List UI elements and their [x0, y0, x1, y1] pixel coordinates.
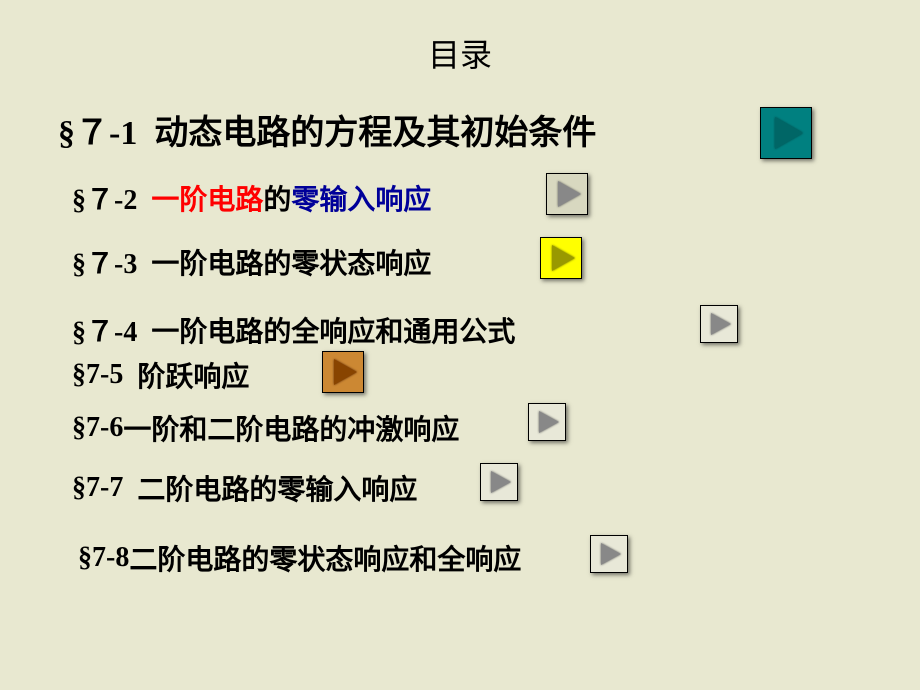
play-icon: [711, 313, 731, 335]
toc-item-1: §７-1 动态电路的方程及其初始条件: [58, 105, 596, 154]
play-icon: [601, 543, 621, 565]
toc-item-3: §７-3 一阶电路的零状态响应: [72, 242, 431, 282]
play-button-7[interactable]: [480, 463, 518, 501]
section-text: 一阶电路的全响应和通用公式: [151, 310, 515, 350]
toc-item-4: §７-4 一阶电路的全响应和通用公式: [72, 310, 515, 350]
section-number: §７-2: [72, 178, 137, 218]
spacer: [137, 246, 151, 278]
play-icon: [775, 117, 803, 149]
spacer: [123, 472, 137, 504]
section-text-blue: 零输入响应: [291, 178, 431, 218]
page-title: 目录: [0, 30, 920, 76]
section-text: 的: [263, 178, 291, 218]
section-number: §７-1: [58, 105, 137, 154]
section-number: §７-3: [72, 242, 137, 282]
play-button-5[interactable]: [322, 351, 364, 393]
section-text: 动态电路的方程及其初始条件: [154, 105, 596, 154]
play-icon: [552, 245, 575, 271]
spacer: [137, 182, 151, 214]
section-text-red: 一阶电路: [151, 178, 263, 218]
toc-item-6: §7-6 一阶和二阶电路的冲激响应: [72, 408, 459, 448]
spacer: [123, 359, 137, 391]
section-text: 一阶和二阶电路的冲激响应: [123, 408, 459, 448]
section-text: [137, 111, 154, 149]
toc-item-8: §7-8 二阶电路的零状态响应和全响应: [78, 538, 521, 578]
toc-item-7: §7-7 二阶电路的零输入响应: [72, 468, 417, 508]
section-number: §７-4: [72, 310, 137, 350]
toc-item-5: §7-5 阶跃响应: [72, 355, 249, 395]
play-icon: [334, 359, 357, 385]
play-button-2[interactable]: [546, 173, 588, 215]
section-text: 二阶电路的零状态响应和全响应: [129, 538, 521, 578]
section-text: 二阶电路的零输入响应: [137, 468, 417, 508]
section-text: 阶跃响应: [137, 355, 249, 395]
play-icon: [539, 411, 559, 433]
section-number: §7-5: [72, 359, 123, 391]
play-button-6[interactable]: [528, 403, 566, 441]
play-icon: [491, 471, 511, 493]
section-text: 一阶电路的零状态响应: [151, 242, 431, 282]
play-button-4[interactable]: [700, 305, 738, 343]
section-number: §7-6: [72, 412, 123, 444]
play-button-1[interactable]: [760, 107, 812, 159]
play-button-3[interactable]: [540, 237, 582, 279]
play-button-8[interactable]: [590, 535, 628, 573]
spacer: [137, 314, 151, 346]
play-icon: [558, 181, 581, 207]
toc-item-2: §７-2 一阶电路 的 零输入响应: [72, 178, 431, 218]
section-number: §7-7: [72, 472, 123, 504]
section-number: §7-8: [78, 542, 129, 574]
